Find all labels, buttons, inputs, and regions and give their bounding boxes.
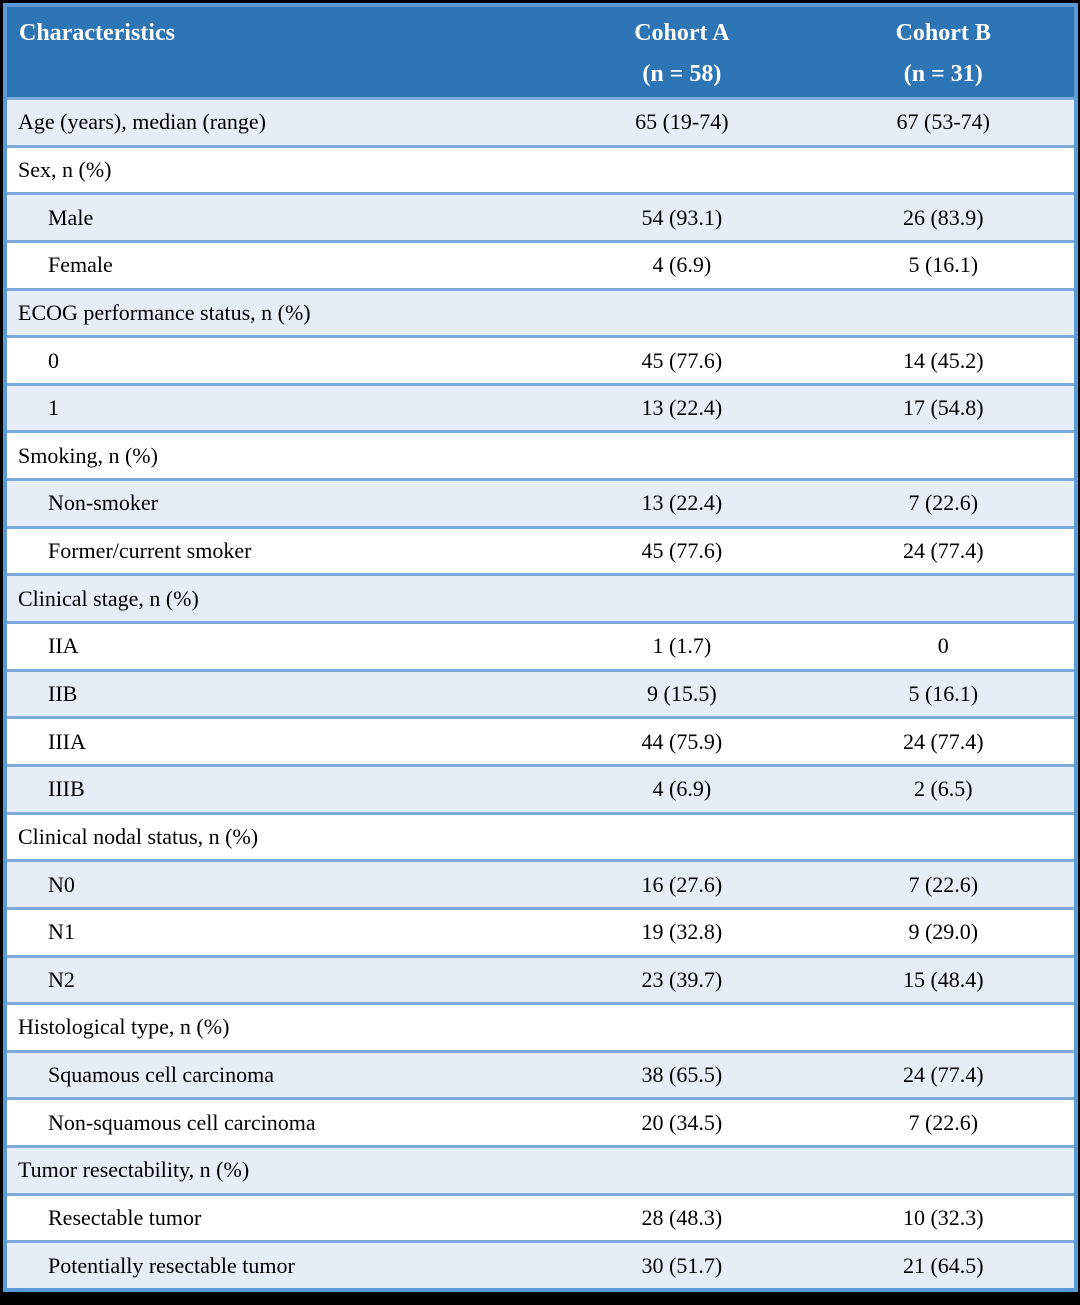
cohort-b-cell: 67 (53-74) xyxy=(896,109,990,135)
cohort-b-cell: 7 (22.6) xyxy=(908,490,979,516)
cohort-a-cell: 65 (19-74) xyxy=(635,109,729,135)
cohort-a-cell: 23 (39.7) xyxy=(641,966,723,992)
header-characteristics: Characteristics xyxy=(19,20,175,46)
table-header-row: Characteristics Cohort A (n = 58) Cohort… xyxy=(7,7,1074,97)
characteristic-cell: Sex, n (%) xyxy=(18,156,112,182)
cohort-a-cell: 38 (65.5) xyxy=(641,1062,723,1088)
characteristic-cell: N0 xyxy=(48,871,75,897)
cohort-b-cell: 26 (83.9) xyxy=(902,204,984,230)
cohort-a-cell: 4 (6.9) xyxy=(652,776,712,802)
characteristic-cell: IIIA xyxy=(48,728,86,754)
header-cohort-a-n: (n = 58) xyxy=(642,61,722,87)
cohort-a-cell: 13 (22.4) xyxy=(641,490,723,516)
cohort-a-cell: 45 (77.6) xyxy=(641,538,723,564)
cohort-a-cell: 54 (93.1) xyxy=(641,204,723,230)
table-row: N0 16 (27.6) 7 (22.6) xyxy=(7,859,1074,907)
characteristic-cell: Male xyxy=(48,204,94,230)
characteristic-cell: Clinical nodal status, n (%) xyxy=(18,823,259,849)
cohort-b-cell: 9 (29.0) xyxy=(908,919,979,945)
header-cohort-a: Cohort A (n = 58) xyxy=(551,7,812,97)
cohort-b-cell: 10 (32.3) xyxy=(902,1205,984,1231)
table-row: Sex, n (%) xyxy=(7,144,1074,193)
characteristic-cell: Histological type, n (%) xyxy=(18,1014,230,1040)
header-cohort-b-n: (n = 31) xyxy=(903,61,983,87)
characteristic-cell: Age (years), median (range) xyxy=(18,109,266,135)
table-row: IIB 9 (15.5) 5 (16.1) xyxy=(7,668,1074,717)
table-row: IIA 1 (1.7) 0 xyxy=(7,621,1074,669)
cohort-b-cell: 2 (6.5) xyxy=(913,776,973,802)
characteristic-cell: Potentially resectable tumor xyxy=(48,1252,295,1278)
table-row: IIIB 4 (6.9) 2 (6.5) xyxy=(7,763,1074,812)
table-row: Age (years), median (range) 65 (19-74) 6… xyxy=(7,97,1074,145)
table-row: Squamous cell carcinoma 38 (65.5) 24 (77… xyxy=(7,1049,1074,1098)
table-row: Male 54 (93.1) 26 (83.9) xyxy=(7,192,1074,240)
characteristic-cell: Squamous cell carcinoma xyxy=(48,1062,275,1088)
cohort-a-cell: 4 (6.9) xyxy=(652,252,712,278)
table-row: Smoking, n (%) xyxy=(7,430,1074,479)
cohort-b-cell: 7 (22.6) xyxy=(908,871,979,897)
header-cohort-b-title: Cohort B xyxy=(895,20,991,46)
characteristic-cell: IIA xyxy=(48,633,79,659)
table-row: Tumor resectability, n (%) xyxy=(7,1145,1074,1193)
characteristic-cell: Former/current smoker xyxy=(48,538,252,564)
cohort-b-cell: 24 (77.4) xyxy=(902,538,984,564)
table-row: Histological type, n (%) xyxy=(7,1002,1074,1050)
cohort-a-cell: 9 (15.5) xyxy=(647,681,717,706)
cohort-a-cell: 20 (34.5) xyxy=(641,1109,723,1135)
cohort-a-cell: 1 (1.7) xyxy=(652,633,712,659)
cohort-b-cell: 0 xyxy=(937,633,949,659)
table-row: 0 45 (77.6) 14 (45.2) xyxy=(7,335,1074,383)
characteristic-cell: N1 xyxy=(48,919,75,945)
cohort-a-cell: 30 (51.7) xyxy=(641,1252,723,1278)
cohort-a-cell: 45 (77.6) xyxy=(641,347,723,373)
characteristic-cell: Smoking, n (%) xyxy=(18,442,158,468)
characteristic-cell: N2 xyxy=(48,966,75,992)
table-row: Former/current smoker 45 (77.6) 24 (77.4… xyxy=(7,525,1074,574)
characteristic-cell: Resectable tumor xyxy=(48,1205,202,1231)
characteristic-cell: IIIB xyxy=(48,776,85,802)
cohort-b-cell: 24 (77.4) xyxy=(902,728,984,754)
table-row: Resectable tumor 28 (48.3) 10 (32.3) xyxy=(7,1192,1074,1241)
table-row: Clinical stage, n (%) xyxy=(7,573,1074,622)
characteristic-cell: Clinical stage, n (%) xyxy=(18,585,199,611)
table-row: IIIA 44 (75.9) 24 (77.4) xyxy=(7,716,1074,764)
characteristic-cell: Non-smoker xyxy=(48,490,158,516)
table-row: Clinical nodal status, n (%) xyxy=(7,811,1074,860)
cohort-b-cell: 24 (77.4) xyxy=(902,1062,984,1088)
cohort-a-cell: 19 (32.8) xyxy=(641,919,723,945)
cohort-a-cell: 44 (75.9) xyxy=(641,728,723,754)
table-row: Non-squamous cell carcinoma 20 (34.5) 7 … xyxy=(7,1097,1074,1146)
cohort-b-cell: 21 (64.5) xyxy=(902,1252,984,1278)
cohort-b-cell: 7 (22.6) xyxy=(908,1109,979,1135)
cohort-b-cell: 17 (54.8) xyxy=(902,395,984,421)
table-row: Non-smoker 13 (22.4) 7 (22.6) xyxy=(7,478,1074,526)
characteristic-cell: IIB xyxy=(48,681,78,706)
characteristic-cell: Tumor resectability, n (%) xyxy=(18,1157,250,1183)
cohort-a-cell: 13 (22.4) xyxy=(641,395,723,421)
header-cohort-a-title: Cohort A xyxy=(634,20,730,46)
characteristic-cell: Female xyxy=(48,252,113,278)
cohort-b-cell: 14 (45.2) xyxy=(902,347,984,373)
cohort-a-cell: 28 (48.3) xyxy=(641,1205,723,1231)
characteristic-cell: 1 xyxy=(48,395,59,421)
characteristic-cell: 0 xyxy=(48,347,59,373)
cohort-a-cell: 16 (27.6) xyxy=(641,871,723,897)
table-body: Age (years), median (range) 65 (19-74) 6… xyxy=(7,97,1074,1288)
cohort-b-cell: 5 (16.1) xyxy=(908,252,979,278)
characteristic-cell: ECOG performance status, n (%) xyxy=(18,299,311,325)
cohort-b-cell: 15 (48.4) xyxy=(902,966,984,992)
characteristics-table: Characteristics Cohort A (n = 58) Cohort… xyxy=(3,3,1078,1292)
table-row: 1 13 (22.4) 17 (54.8) xyxy=(7,382,1074,431)
table-row: Potentially resectable tumor 30 (51.7) 2… xyxy=(7,1240,1074,1288)
table-row: ECOG performance status, n (%) xyxy=(7,287,1074,336)
table-row: Female 4 (6.9) 5 (16.1) xyxy=(7,239,1074,288)
header-cohort-b: Cohort B (n = 31) xyxy=(813,7,1074,97)
table-row: N2 23 (39.7) 15 (48.4) xyxy=(7,954,1074,1003)
table-row: N1 19 (32.8) 9 (29.0) xyxy=(7,906,1074,955)
characteristic-cell: Non-squamous cell carcinoma xyxy=(48,1109,316,1135)
cohort-b-cell: 5 (16.1) xyxy=(908,681,979,706)
